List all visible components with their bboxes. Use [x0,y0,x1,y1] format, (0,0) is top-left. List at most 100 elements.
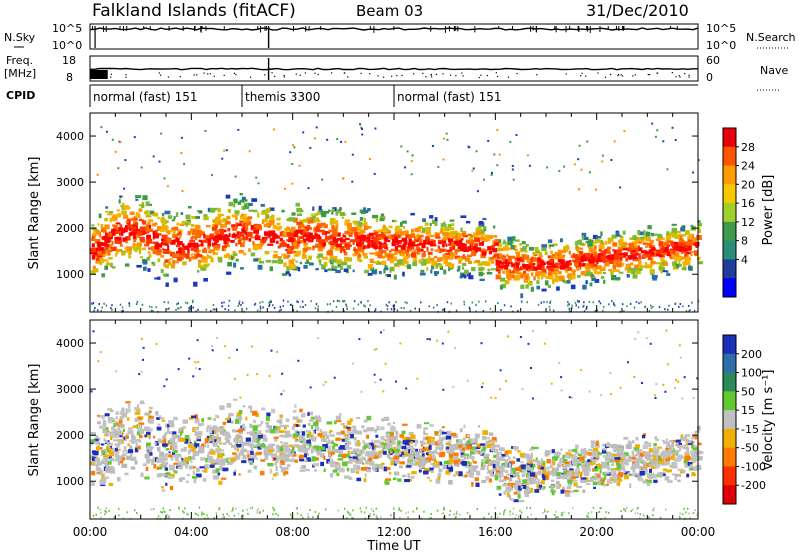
scatter-cell [307,452,310,456]
scatter-cell [313,227,316,232]
scatter-cell [405,264,408,267]
scatter-cell [436,304,438,307]
scatter-cell [106,261,109,265]
scatter-cell [196,229,202,235]
scatter-cell [520,464,527,469]
scatter-cell [93,309,95,312]
scatter-cell [260,239,265,245]
nsky-panel: N.Sky 10^5 10^0 10^5 10^0 N.Search [4,22,796,52]
scatter-cell [459,459,465,462]
scatter-cell [303,264,308,269]
scatter-cell [372,245,378,249]
scatter-cell [286,243,290,249]
scatter-cell [467,246,472,250]
scatter-cell [540,261,544,266]
scatter-cell [385,439,390,444]
scatter-cell [346,222,352,228]
scatter-cell [667,234,671,240]
scatter-cell [562,255,565,259]
scatter-cell [374,429,377,433]
scatter-cell [195,233,202,239]
scatter-cell [421,448,427,452]
scatter-cell [367,264,373,269]
scatter-cell [339,250,342,254]
scatter-cell [238,419,241,424]
scatter-cell [433,462,436,466]
scatter-cell [583,263,590,266]
scatter-cell [402,243,407,247]
scatter-cell [202,259,207,262]
scatter-cell [341,216,345,219]
scatter-cell [574,451,579,455]
scatter-cell [218,234,222,237]
scatter-cell [215,216,221,222]
scatter-cell [119,303,122,306]
scatter-cell [462,266,465,270]
scatter-cell [140,166,143,169]
scatter-cell [400,145,403,148]
scatter-cell [564,269,569,273]
scatter-cell [533,276,536,281]
scatter-cell [331,463,336,468]
scatter-cell [666,441,670,446]
scatter-cell [220,230,224,236]
scatter-cell [197,249,201,253]
scatter-cell [121,424,125,428]
scatter-cell [155,229,158,234]
scatter-cell [190,456,195,460]
scatter-cell [221,157,224,160]
scatter-cell [293,423,297,427]
scatter-cell [167,261,172,266]
scatter-cell [409,246,415,250]
scatter-cell [328,441,333,445]
scatter-cell [317,246,324,252]
scatter-cell [347,450,351,455]
scatter-cell [639,261,642,267]
scatter-cell [684,443,689,449]
scatter-cell [118,429,122,434]
scatter-cell [406,150,409,153]
scatter-cell [530,463,536,468]
scatter-cell [602,449,607,454]
nsky-frame [89,23,699,50]
scatter-cell [346,305,348,308]
scatter-cell [615,443,618,449]
scatter-cell [292,258,296,261]
scatter-cell [232,251,236,255]
scatter-cell [253,303,256,306]
scatter-cell [281,273,288,276]
scatter-cell [374,439,380,444]
scatter-cell [395,301,397,304]
scatter-cell [444,226,450,232]
scatter-cell [321,212,327,218]
scatter-cell [492,240,497,245]
scatter-cell [550,271,554,276]
scatter-cell [357,256,361,261]
scatter-cell [257,223,262,227]
scatter-cell [144,426,149,431]
scatter-cell [530,266,535,271]
scatter-cell [457,233,462,237]
scatter-cell [660,258,665,261]
scatter-cell [368,158,371,161]
scatter-cell [658,306,661,309]
scatter-cell [188,206,192,209]
scatter-cell [338,300,341,303]
scatter-cell [503,476,508,480]
scatter-cell [350,468,356,473]
scatter-cell [180,477,186,480]
scatter-cell [680,243,685,246]
scatter-cell [488,478,493,483]
scatter-cell [513,275,518,281]
scatter-cell [311,436,316,442]
scatter-cell [316,450,322,456]
scatter-cell [678,442,682,446]
scatter-cell [124,472,129,476]
nsky-right-tick-top: 10^5 [706,22,736,35]
scatter-cell [408,238,412,243]
scatter-cell [556,485,560,489]
scatter-cell [525,465,531,470]
scatter-cell [655,253,661,257]
scatter-cell [486,444,493,448]
scatter-cell [217,472,221,476]
